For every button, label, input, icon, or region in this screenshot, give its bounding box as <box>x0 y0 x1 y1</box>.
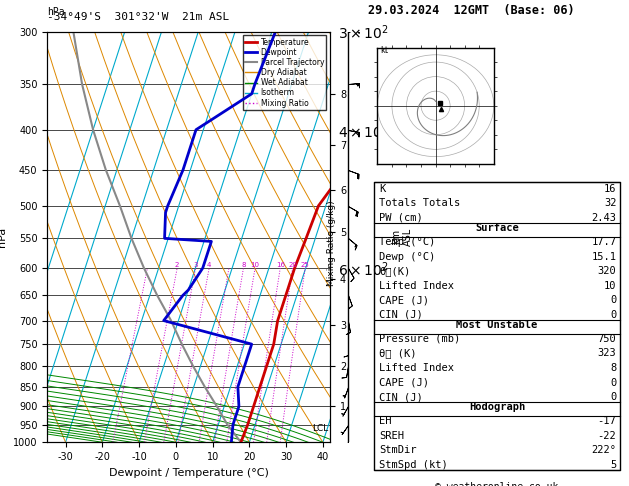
Text: 8: 8 <box>242 262 246 268</box>
Text: 17.7: 17.7 <box>591 237 616 247</box>
Text: -34°49'S  301°32'W  21m ASL: -34°49'S 301°32'W 21m ASL <box>47 12 230 22</box>
Y-axis label: hPa: hPa <box>0 227 8 247</box>
Text: Surface: Surface <box>475 223 519 233</box>
Text: SREH: SREH <box>379 431 404 441</box>
Text: 20: 20 <box>288 262 297 268</box>
Text: 5: 5 <box>610 460 616 470</box>
Text: 32: 32 <box>604 198 616 208</box>
Text: 2: 2 <box>175 262 179 268</box>
Text: 2.43: 2.43 <box>591 213 616 223</box>
Text: StmDir: StmDir <box>379 446 417 455</box>
Text: 222°: 222° <box>591 446 616 455</box>
Text: -17: -17 <box>598 417 616 426</box>
Text: Pressure (mb): Pressure (mb) <box>379 334 460 344</box>
Text: CAPE (J): CAPE (J) <box>379 295 429 305</box>
Text: 3: 3 <box>193 262 198 268</box>
Text: Most Unstable: Most Unstable <box>456 320 538 330</box>
Text: 0: 0 <box>610 310 616 320</box>
Text: 16: 16 <box>276 262 285 268</box>
Text: hPa: hPa <box>47 7 65 17</box>
Text: CAPE (J): CAPE (J) <box>379 378 429 388</box>
Text: 0: 0 <box>610 295 616 305</box>
Text: K: K <box>379 184 386 194</box>
Text: 16: 16 <box>604 184 616 194</box>
Text: 29.03.2024  12GMT  (Base: 06): 29.03.2024 12GMT (Base: 06) <box>368 4 574 17</box>
Text: PW (cm): PW (cm) <box>379 213 423 223</box>
Text: Hodograph: Hodograph <box>469 402 525 413</box>
Text: Temp (°C): Temp (°C) <box>379 237 435 247</box>
Text: CIN (J): CIN (J) <box>379 310 423 320</box>
Text: EH: EH <box>379 417 392 426</box>
Legend: Temperature, Dewpoint, Parcel Trajectory, Dry Adiabat, Wet Adiabat, Isotherm, Mi: Temperature, Dewpoint, Parcel Trajectory… <box>243 35 326 110</box>
Text: -22: -22 <box>598 431 616 441</box>
Text: θᴄ(K): θᴄ(K) <box>379 266 411 276</box>
Text: © weatheronline.co.uk: © weatheronline.co.uk <box>435 483 559 486</box>
Text: 323: 323 <box>598 348 616 359</box>
Text: 750: 750 <box>598 334 616 344</box>
Text: 320: 320 <box>598 266 616 276</box>
Text: 15.1: 15.1 <box>591 252 616 261</box>
Text: 10: 10 <box>250 262 260 268</box>
Text: 0: 0 <box>610 378 616 388</box>
X-axis label: Dewpoint / Temperature (°C): Dewpoint / Temperature (°C) <box>109 468 269 478</box>
Text: kt: kt <box>381 46 389 55</box>
Text: 8: 8 <box>610 363 616 373</box>
Text: Totals Totals: Totals Totals <box>379 198 460 208</box>
Text: θᴄ (K): θᴄ (K) <box>379 348 417 359</box>
Text: Mixing Ratio (g/kg): Mixing Ratio (g/kg) <box>327 200 336 286</box>
Text: 10: 10 <box>604 281 616 291</box>
Text: 0: 0 <box>610 392 616 402</box>
Text: CIN (J): CIN (J) <box>379 392 423 402</box>
Y-axis label: km
ASL: km ASL <box>391 228 413 246</box>
Text: LCL: LCL <box>312 424 328 433</box>
Text: StmSpd (kt): StmSpd (kt) <box>379 460 448 470</box>
Text: 25: 25 <box>301 262 309 268</box>
Text: Dewp (°C): Dewp (°C) <box>379 252 435 261</box>
Text: Lifted Index: Lifted Index <box>379 363 454 373</box>
Text: Lifted Index: Lifted Index <box>379 281 454 291</box>
Text: 4: 4 <box>207 262 211 268</box>
